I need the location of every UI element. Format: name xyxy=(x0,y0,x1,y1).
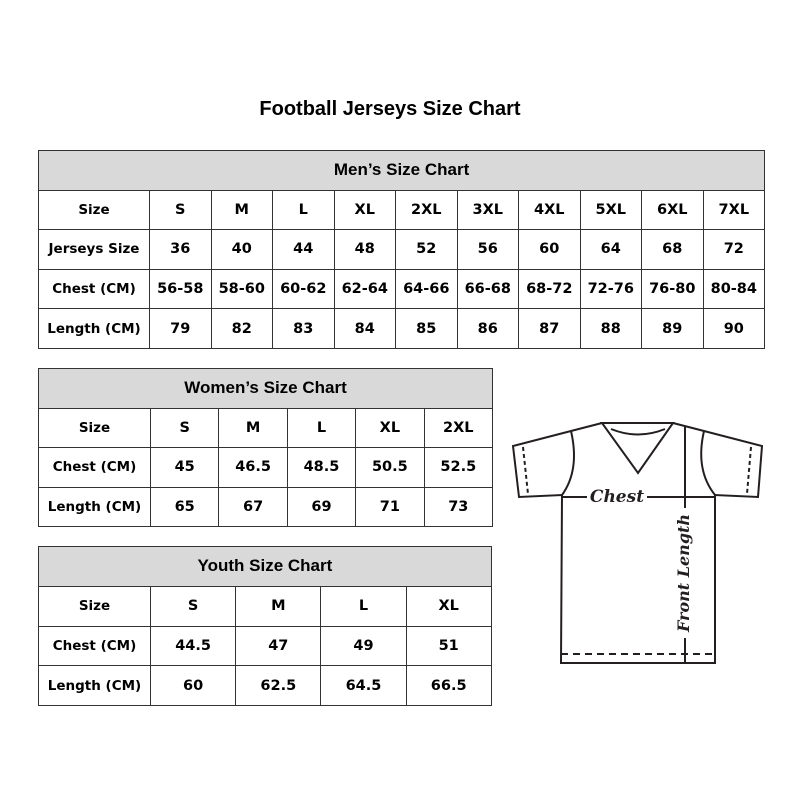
table-cell: S xyxy=(149,585,237,627)
row-label: Length (CM) xyxy=(38,665,151,707)
table-cell: 67 xyxy=(218,486,288,528)
table-cell: 71 xyxy=(355,486,425,528)
table-row: Length (CM) 79 82 83 84 85 86 87 88 89 90 xyxy=(38,308,766,349)
table-cell: 64 xyxy=(579,229,642,270)
front-length-label: Front Length xyxy=(674,514,693,633)
table-cell: 56-58 xyxy=(149,268,212,310)
table-row: Length (CM) 65 67 69 71 73 xyxy=(38,486,494,528)
table-cell: 3XL xyxy=(456,189,519,231)
table-cell: S xyxy=(149,407,220,449)
table-cell: 49 xyxy=(320,625,407,667)
table-cell: 58-60 xyxy=(210,268,273,310)
table-cell: M xyxy=(210,189,273,231)
table-cell: 7XL xyxy=(702,189,766,231)
row-label: Chest (CM) xyxy=(38,268,150,310)
table-cell: 72-76 xyxy=(579,268,642,310)
table-cell: 65 xyxy=(149,486,220,528)
table-cell: 60-62 xyxy=(272,268,335,310)
table-cell: 51 xyxy=(405,625,492,667)
table-cell: 87 xyxy=(518,308,581,349)
table-cell: 80-84 xyxy=(702,268,766,310)
table-cell: 56 xyxy=(456,229,519,270)
table-cell: 85 xyxy=(395,308,458,349)
table-cell: L xyxy=(286,407,357,449)
table-cell: M xyxy=(235,585,322,627)
table-row: Chest (CM) 44.5 47 49 51 xyxy=(38,625,492,667)
womens-size-table: Women’s Size Chart Size S M L XL 2XL Chest (CM… xyxy=(37,368,494,528)
table-cell: L xyxy=(320,585,407,627)
table-cell: 60 xyxy=(518,229,581,270)
row-label: Chest (CM) xyxy=(38,447,151,488)
row-label: Length (CM) xyxy=(38,486,151,528)
table-row: Size S M L XL 2XL xyxy=(38,407,494,449)
table-cell: 48.5 xyxy=(286,447,357,488)
table-cell: S xyxy=(149,189,212,231)
row-label: Size xyxy=(38,407,151,449)
jersey-measurement-diagram: Chest Front Length xyxy=(511,422,764,664)
table-cell: 2XL xyxy=(423,407,494,449)
table-cell: 69 xyxy=(286,486,357,528)
table-cell: XL xyxy=(355,407,425,449)
jersey-outline xyxy=(511,422,764,664)
table-cell: 68 xyxy=(641,229,704,270)
table-cell: XL xyxy=(333,189,396,231)
table-cell: 64-66 xyxy=(395,268,458,310)
womens-table-header: Women’s Size Chart xyxy=(37,368,494,409)
table-cell: 66-68 xyxy=(456,268,519,310)
table-cell: 52 xyxy=(395,229,458,270)
table-cell: 50.5 xyxy=(355,447,425,488)
table-cell: 62.5 xyxy=(235,665,322,707)
row-label: Size xyxy=(38,189,150,231)
table-cell: 83 xyxy=(272,308,335,349)
table-row: Size S M L XL xyxy=(38,585,492,627)
row-label: Length (CM) xyxy=(38,308,150,349)
table-cell: 2XL xyxy=(395,189,458,231)
table-cell: 76-80 xyxy=(641,268,704,310)
row-label: Chest (CM) xyxy=(38,625,151,667)
table-cell: L xyxy=(272,189,335,231)
row-label: Size xyxy=(38,585,151,627)
table-row: Jerseys Size 36 40 44 48 52 56 60 64 68 72 xyxy=(38,229,766,270)
table-cell: 6XL xyxy=(641,189,704,231)
table-cell: 60 xyxy=(149,665,237,707)
row-label: Jerseys Size xyxy=(38,229,150,270)
table-cell: 88 xyxy=(579,308,642,349)
youth-table-header: Youth Size Chart xyxy=(38,546,492,587)
table-cell: 90 xyxy=(702,308,766,349)
table-cell: 64.5 xyxy=(320,665,407,707)
table-cell: 52.5 xyxy=(423,447,494,488)
table-cell: XL xyxy=(405,585,492,627)
table-row: Chest (CM) 45 46.5 48.5 50.5 52.5 xyxy=(38,447,494,488)
table-cell: 89 xyxy=(641,308,704,349)
table-cell: 5XL xyxy=(579,189,642,231)
table-cell: 84 xyxy=(333,308,396,349)
table-cell: 45 xyxy=(149,447,220,488)
mens-table-header: Men’s Size Chart xyxy=(37,150,766,191)
table-cell: 36 xyxy=(149,229,212,270)
chest-label: Chest xyxy=(590,487,644,507)
table-cell: 48 xyxy=(333,229,396,270)
table-cell: 46.5 xyxy=(218,447,288,488)
table-row: Length (CM) 60 62.5 64.5 66.5 xyxy=(38,665,492,707)
table-cell: 40 xyxy=(210,229,273,270)
table-cell: 86 xyxy=(456,308,519,349)
table-cell: 68-72 xyxy=(518,268,581,310)
youth-size-table: Youth Size Chart Size S M L XL Chest (CM) 44.5… xyxy=(38,546,492,707)
table-cell: 44 xyxy=(272,229,335,270)
table-cell: 72 xyxy=(702,229,766,270)
table-cell: M xyxy=(218,407,288,449)
table-cell: 79 xyxy=(149,308,212,349)
table-row: Size S M L XL 2XL 3XL 4XL 5XL 6XL 7XL xyxy=(38,189,766,231)
table-cell: 73 xyxy=(423,486,494,528)
table-cell: 47 xyxy=(235,625,322,667)
page-title: Football Jerseys Size Chart xyxy=(259,98,521,120)
table-cell: 82 xyxy=(210,308,273,349)
table-row: Chest (CM) 56-58 58-60 60-62 62-64 64-66 66-68… xyxy=(38,268,766,310)
table-cell: 44.5 xyxy=(149,625,237,667)
table-cell: 62-64 xyxy=(333,268,396,310)
mens-size-table: Men’s Size Chart Size S M L XL 2XL 3XL 4XL 5XL 6X… xyxy=(37,150,766,349)
table-cell: 66.5 xyxy=(405,665,492,707)
table-cell: 4XL xyxy=(518,189,581,231)
